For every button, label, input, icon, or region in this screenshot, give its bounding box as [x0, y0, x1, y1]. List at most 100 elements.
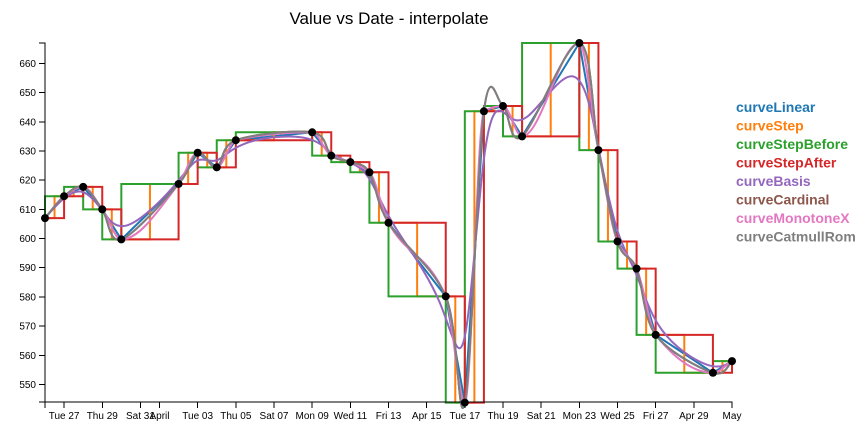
x-tick-label: Wed 11	[334, 411, 368, 422]
y-tick: 660	[19, 59, 45, 70]
x-tick-label: May	[723, 411, 742, 422]
y-tick: 570	[19, 322, 45, 333]
data-point	[594, 146, 603, 155]
x-tick: Tue 17	[449, 402, 481, 422]
y-tick-label: 600	[19, 234, 36, 245]
x-tick-label: Tue 03	[182, 411, 213, 422]
data-point	[632, 264, 641, 273]
x-tick-label: Thu 19	[487, 411, 519, 422]
y-axis: 550 560 570 580 590 600 610 620 630 640 650 660	[19, 42, 46, 403]
x-tick: Fri 13	[376, 402, 402, 422]
y-tick: 640	[19, 117, 45, 128]
x-tick: Thu 05	[220, 402, 252, 422]
data-point	[117, 235, 126, 244]
y-tick-label: 660	[19, 59, 36, 70]
y-tick: 630	[19, 146, 45, 157]
plot-area	[41, 39, 736, 409]
y-tick: 650	[19, 88, 45, 99]
x-tick: Thu 19	[487, 402, 519, 422]
data-point	[728, 357, 736, 366]
y-tick-label: 610	[19, 205, 36, 216]
y-tick: 580	[19, 292, 45, 303]
series-line-curveStepAfter	[45, 42, 733, 404]
data-point	[174, 179, 183, 188]
x-tick-label: Sat 31	[126, 411, 155, 422]
y-tick-label: 570	[19, 322, 36, 333]
data-point	[384, 218, 393, 227]
y-tick-label: 550	[19, 380, 36, 391]
legend-item-curveCatmullRom: curveCatmullRom	[736, 229, 856, 245]
x-tick: Wed 11	[334, 402, 368, 422]
legend-item-curveCardinal: curveCardinal	[736, 192, 829, 208]
x-tick: Sat 21	[527, 402, 556, 422]
x-tick-label: Mon 23	[563, 411, 597, 422]
x-tick-label: Mon 09	[295, 411, 329, 422]
data-point	[441, 292, 450, 301]
y-tick-label: 580	[19, 292, 36, 303]
y-tick: 590	[19, 263, 45, 274]
data-point	[193, 148, 202, 157]
x-tick: Sat 31	[126, 402, 155, 422]
x-tick: Apr 15	[412, 402, 442, 422]
x-tick-label: Fri 27	[643, 411, 669, 422]
y-tick-label: 640	[19, 117, 36, 128]
y-axis-line	[39, 42, 46, 403]
data-point	[518, 132, 527, 141]
y-tick-label: 590	[19, 263, 36, 274]
legend: curveLinear curveStep curveStepBefore curve…	[736, 99, 856, 245]
data-point	[231, 136, 240, 145]
x-tick: Sat 07	[260, 402, 289, 422]
x-tick-label: Wed 25	[600, 411, 635, 422]
data-point	[651, 330, 660, 339]
series-layer	[44, 40, 733, 409]
x-tick: April	[149, 402, 170, 422]
y-tick-label: 620	[19, 176, 36, 187]
data-point	[327, 151, 336, 160]
y-tick: 610	[19, 205, 45, 216]
x-tick-label: Fri 13	[376, 411, 402, 422]
series-line-curveCatmullRom	[44, 42, 733, 409]
x-tick-label: Thu 05	[220, 411, 252, 422]
data-point	[365, 168, 374, 177]
y-tick: 550	[19, 380, 45, 391]
data-point	[613, 237, 622, 246]
y-tick: 600	[19, 234, 45, 245]
legend-item-curveStep: curveStep	[736, 118, 804, 134]
x-tick-label: Apr 15	[412, 411, 442, 422]
chart-title: Value vs Date - interpolate	[289, 9, 488, 28]
data-point	[60, 192, 69, 201]
data-point	[499, 102, 507, 111]
x-tick-label: Apr 29	[679, 411, 709, 422]
x-tick: Thu 29	[87, 402, 119, 422]
x-tick: Wed 25	[600, 402, 635, 422]
data-point	[346, 158, 355, 167]
x-tick: Apr 29	[679, 402, 709, 422]
y-tick-label: 560	[19, 351, 36, 362]
legend-item-curveBasis: curveBasis	[736, 173, 811, 189]
data-point	[308, 128, 317, 137]
x-tick-label: Sat 21	[527, 411, 556, 422]
y-tick-label: 630	[19, 146, 36, 157]
x-tick: Tue 03	[182, 402, 213, 422]
data-point	[575, 39, 584, 47]
legend-item-curveMonotoneX: curveMonotoneX	[736, 210, 850, 226]
data-point	[98, 205, 107, 214]
y-tick: 560	[19, 351, 45, 362]
legend-item-curveStepBefore: curveStepBefore	[736, 136, 848, 152]
x-tick: Tue 27	[49, 402, 80, 422]
x-tick: Mon 09	[295, 402, 329, 422]
data-point	[212, 163, 221, 172]
x-tick-label: Sat 07	[260, 411, 289, 422]
legend-item-curveStepAfter: curveStepAfter	[736, 155, 837, 171]
data-points	[41, 39, 736, 407]
data-point	[479, 107, 488, 116]
y-tick: 620	[19, 176, 45, 187]
y-tick-label: 650	[19, 88, 36, 99]
x-tick: Fri 27	[643, 402, 669, 422]
data-point	[708, 368, 717, 377]
x-tick: Mon 23	[563, 402, 597, 422]
x-tick: May	[723, 402, 742, 422]
x-tick-label: Thu 29	[87, 411, 119, 422]
